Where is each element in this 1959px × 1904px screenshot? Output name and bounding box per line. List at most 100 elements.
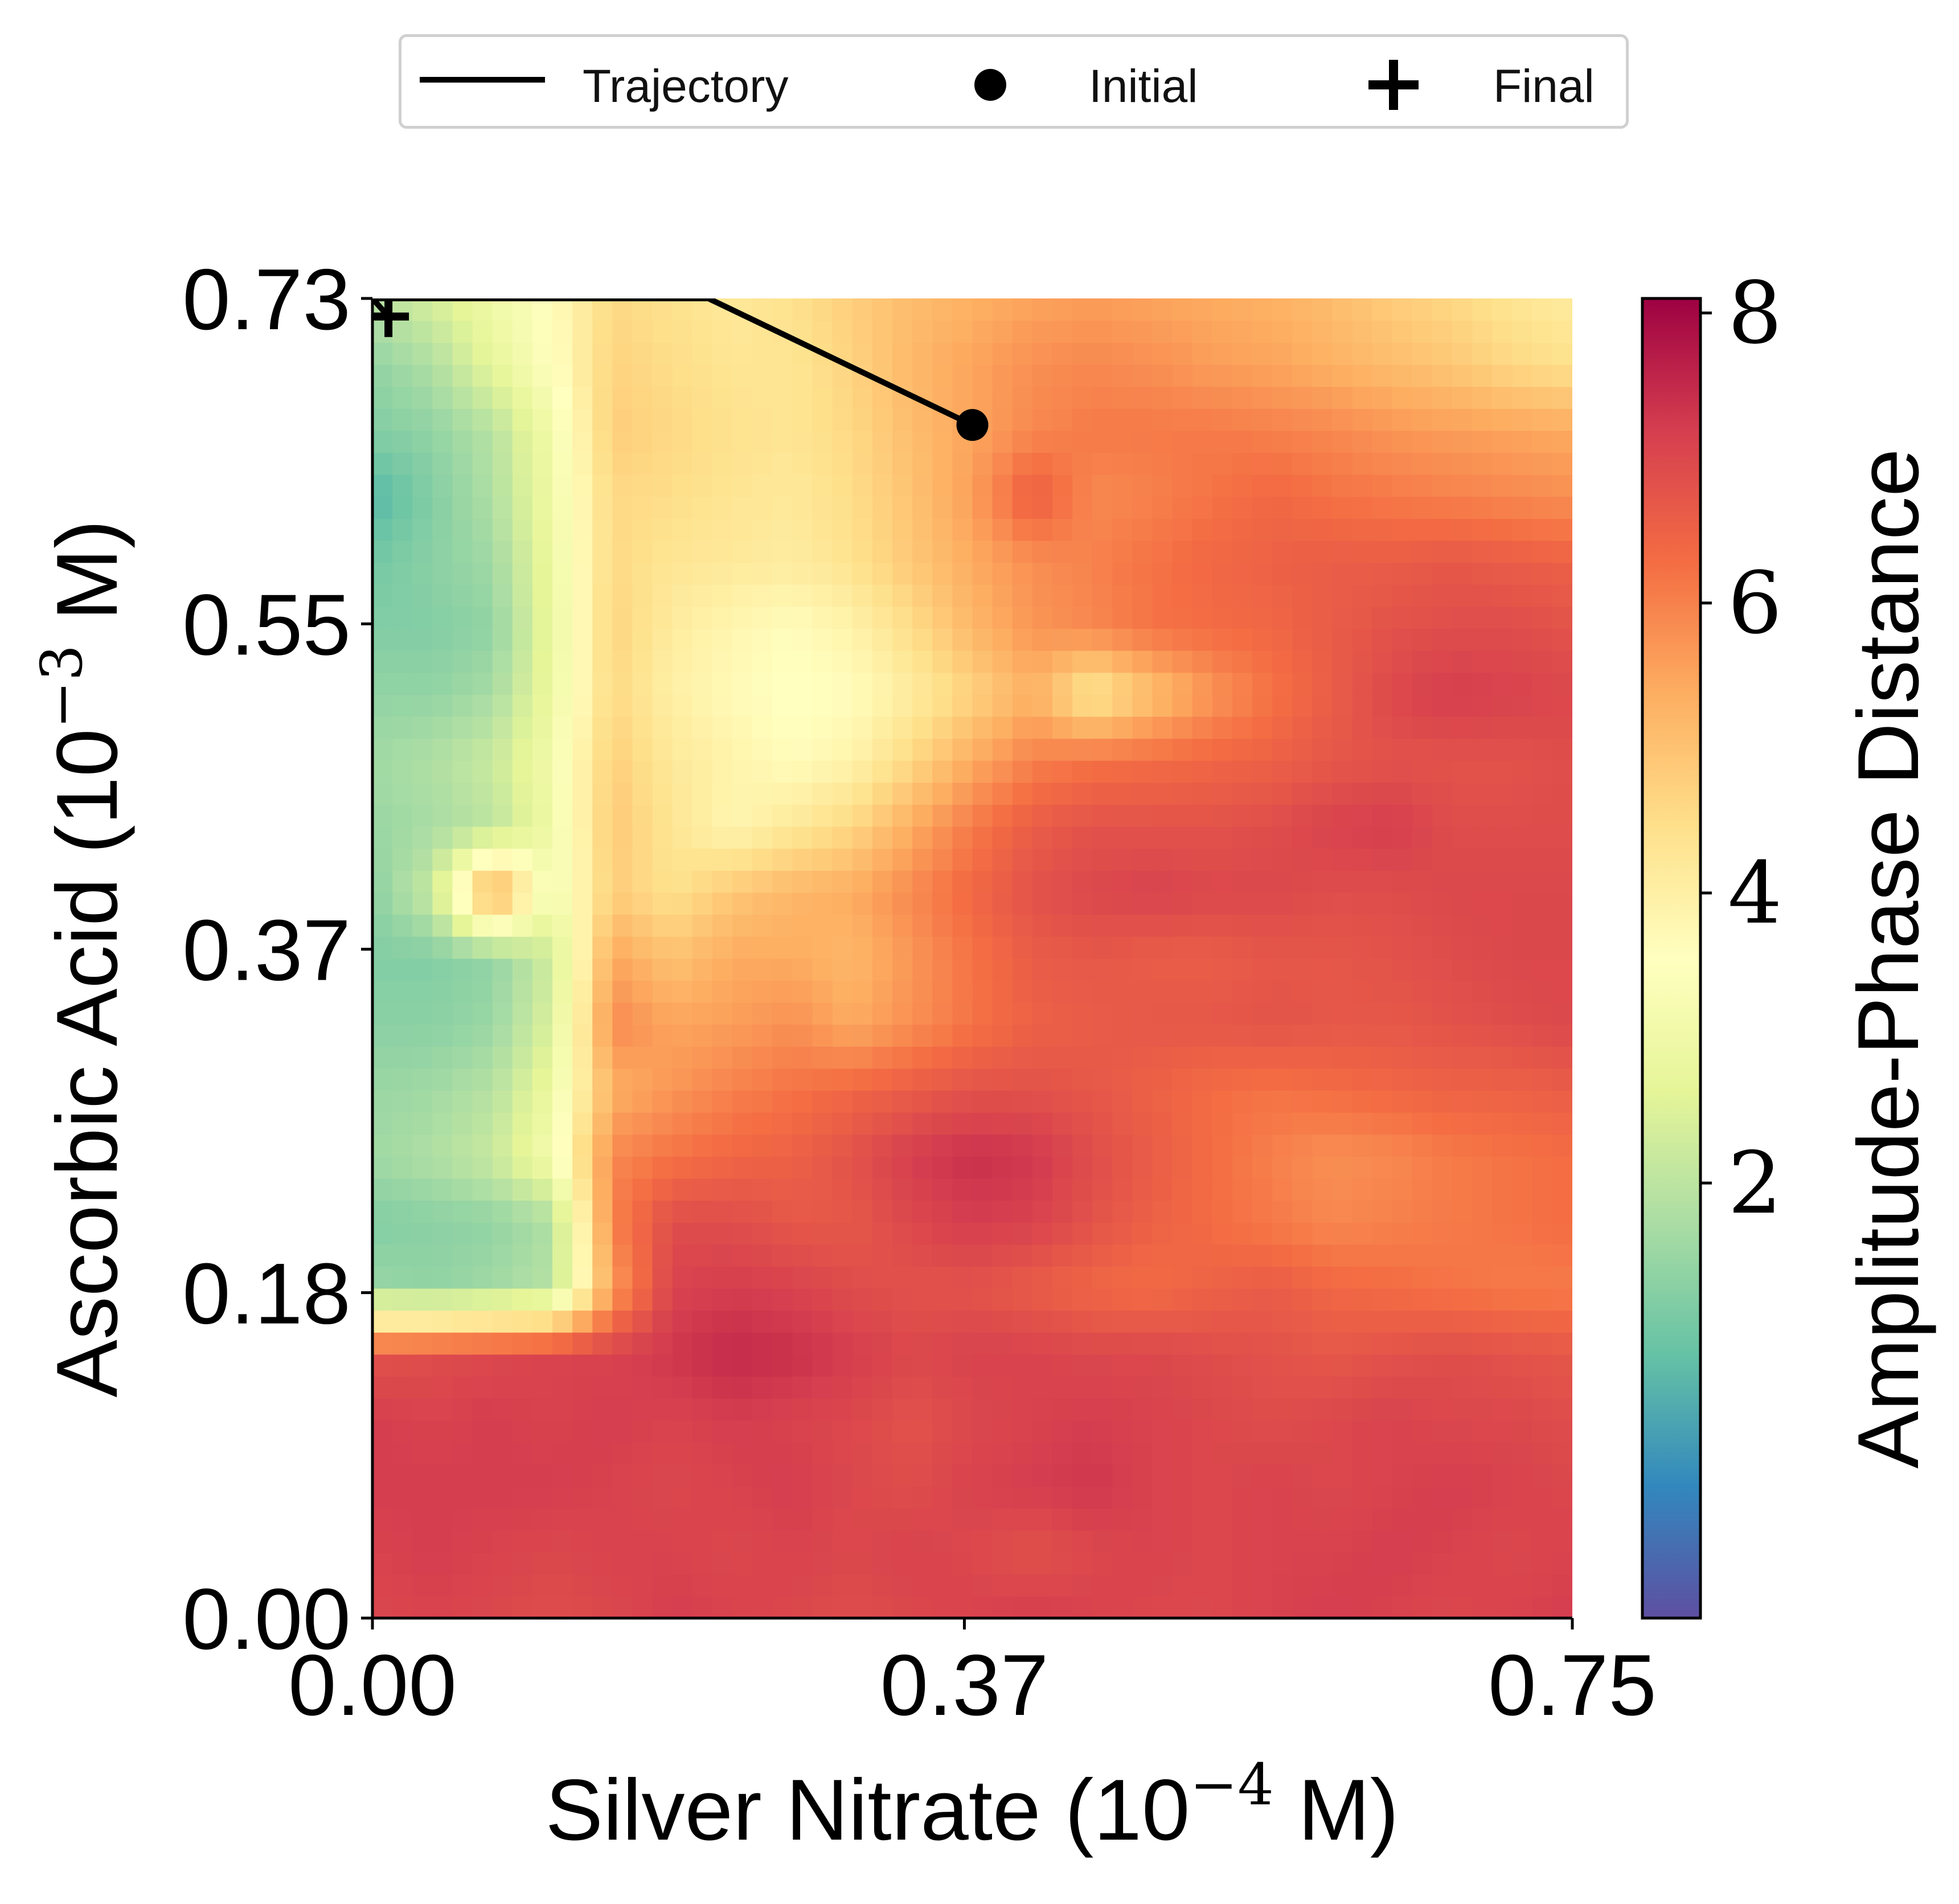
heatmap-cell — [1472, 342, 1493, 365]
heatmap-cell — [812, 738, 833, 761]
heatmap-cell — [932, 848, 953, 871]
heatmap-cell — [1252, 650, 1273, 673]
heatmap-cell — [392, 1134, 413, 1157]
heatmap-cell — [1012, 782, 1033, 805]
heatmap-cell — [772, 606, 793, 629]
heatmap-cell — [372, 804, 393, 827]
heatmap-cell — [1092, 1398, 1113, 1421]
heatmap-cell — [1392, 1222, 1413, 1245]
heatmap-cell — [772, 694, 793, 717]
heatmap-cell — [632, 1200, 653, 1223]
heatmap-cell — [1112, 1508, 1133, 1531]
heatmap-cell — [852, 1002, 873, 1025]
heatmap-cell — [572, 914, 593, 937]
heatmap-cell — [912, 1442, 933, 1465]
heatmap-cell — [652, 1002, 673, 1025]
heatmap-cell — [372, 672, 393, 695]
heatmap-cell — [1252, 694, 1273, 717]
heatmap-cell — [1212, 694, 1233, 717]
heatmap-cell — [1072, 1442, 1093, 1465]
heatmap-cell — [852, 540, 873, 563]
heatmap-cell — [1412, 584, 1433, 607]
heatmap-cell — [1252, 1244, 1273, 1267]
heatmap-cell — [832, 1596, 853, 1618]
heatmap-cell — [372, 1244, 393, 1267]
heatmap-cell — [412, 1332, 433, 1355]
heatmap-cell — [1232, 408, 1253, 431]
heatmap-cell — [1172, 760, 1193, 783]
heatmap-cell — [1252, 936, 1273, 959]
heatmap-cell — [1412, 298, 1433, 321]
heatmap-cell — [452, 1046, 473, 1069]
heatmap-cell — [1472, 1288, 1493, 1311]
heatmap-cell — [752, 562, 773, 585]
heatmap-cell — [772, 1178, 793, 1201]
heatmap-cell — [1292, 584, 1313, 607]
heatmap-cell — [932, 1222, 953, 1245]
heatmap-cell — [1112, 980, 1133, 1003]
heatmap-cell — [1212, 1046, 1233, 1069]
heatmap-cell — [1312, 1112, 1333, 1135]
heatmap-cell — [1252, 738, 1273, 761]
heatmap-cell — [1552, 1046, 1572, 1069]
heatmap-cell — [1332, 1200, 1353, 1223]
heatmap-cell — [812, 430, 833, 453]
heatmap-cell — [732, 716, 753, 739]
heatmap-cell — [1072, 628, 1093, 651]
heatmap-cell — [712, 430, 733, 453]
heatmap-cell — [592, 518, 613, 541]
heatmap-cell — [1332, 1552, 1353, 1575]
heatmap-cell — [1132, 1552, 1153, 1575]
heatmap-cell — [692, 694, 713, 717]
heatmap-cell — [772, 364, 793, 387]
heatmap-cell — [732, 320, 753, 343]
heatmap-cell — [572, 1046, 593, 1069]
heatmap-cell — [952, 540, 973, 563]
heatmap-cell — [1552, 320, 1572, 343]
heatmap-cell — [1512, 496, 1533, 519]
heatmap-cell — [1532, 1222, 1553, 1245]
heatmap-cell — [452, 1002, 473, 1025]
heatmap-cell — [1332, 672, 1353, 695]
heatmap-cell — [872, 1552, 893, 1575]
heatmap-cell — [1132, 1288, 1153, 1311]
heatmap-cell — [912, 804, 933, 827]
heatmap-cell — [1312, 650, 1333, 673]
heatmap-cell — [1392, 1090, 1413, 1113]
heatmap-cell — [1072, 914, 1093, 937]
heatmap-cell — [1072, 386, 1093, 409]
heatmap-cell — [592, 694, 613, 717]
heatmap-cell — [652, 1266, 673, 1289]
heatmap-cell — [1132, 1310, 1153, 1333]
heatmap-cell — [652, 1024, 673, 1047]
heatmap-cell — [772, 892, 793, 915]
heatmap-cell — [572, 804, 593, 827]
heatmap-cell — [1512, 782, 1533, 805]
heatmap-cell — [412, 738, 433, 761]
heatmap-cell — [972, 342, 993, 365]
heatmap-cell — [1452, 914, 1473, 937]
heatmap-cell — [1472, 364, 1493, 387]
heatmap-cell — [692, 562, 713, 585]
heatmap-cell — [372, 562, 393, 585]
heatmap-cell — [472, 1596, 493, 1618]
heatmap-cell — [892, 1134, 913, 1157]
heatmap-cell — [1092, 1266, 1113, 1289]
heatmap-cell — [472, 584, 493, 607]
heatmap-cell — [892, 342, 913, 365]
heatmap-cell — [1392, 694, 1413, 717]
heatmap-cell — [1312, 628, 1333, 651]
heatmap-cell — [812, 1464, 833, 1487]
heatmap-cell — [432, 650, 453, 673]
heatmap-cell — [1492, 1486, 1513, 1509]
heatmap-cell — [692, 1222, 713, 1245]
heatmap-cell — [1532, 364, 1553, 387]
heatmap-cell — [1332, 1442, 1353, 1465]
heatmap-cell — [1412, 364, 1433, 387]
heatmap-cell — [832, 914, 853, 937]
heatmap-cell — [1032, 606, 1053, 629]
heatmap-cell — [1552, 1178, 1572, 1201]
heatmap-cell — [372, 1574, 393, 1597]
heatmap-cell — [752, 408, 773, 431]
heatmap-cell — [1452, 1486, 1473, 1509]
